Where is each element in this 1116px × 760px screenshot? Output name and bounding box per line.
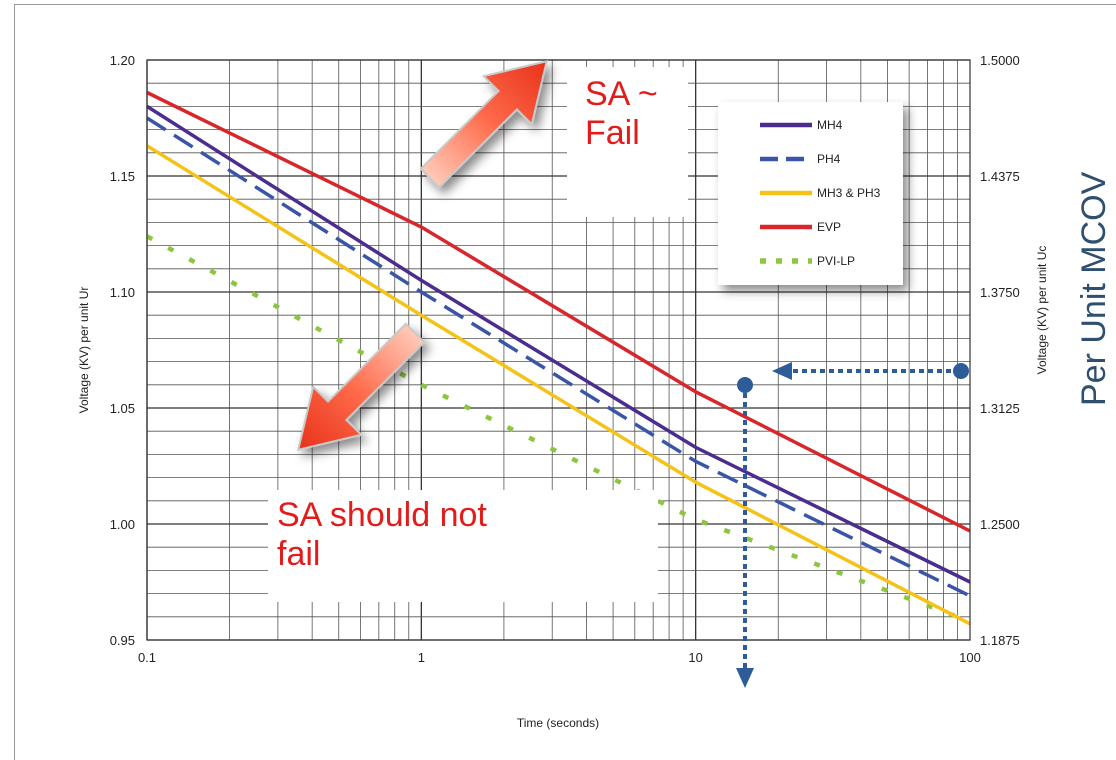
x-tick-label: 0.1 [138,650,156,665]
y2-axis-label: Voltage (KV) per unit Uc [1035,246,1049,375]
y-tick-label: 0.95 [110,633,135,648]
chart-frame [14,4,1116,760]
y2-tick-label: 1.4375 [980,169,1020,184]
reading-intersection-dot [737,377,753,393]
y2-tick-label: 1.2500 [980,517,1020,532]
legend-label: EVP [817,220,841,234]
y-tick-label: 1.10 [110,285,135,300]
side-label-text: Per Unit MCOV [1075,171,1113,406]
arrow-down-left [296,322,426,452]
reading-arrow-left-head [772,362,792,380]
y2-tick-label: 1.3125 [980,401,1020,416]
y2-tick-label: 1.5000 [980,53,1020,68]
series-line-ph4 [146,116,971,598]
series-line-mh4 [146,104,971,584]
series-line-mh3-ph3 [146,144,971,626]
y2-axis-ticks: 1.1875 1.2500 1.3125 1.3750 1.4375 1.5000 [980,53,1020,648]
legend-label: PVI-LP [817,254,855,268]
legend-label: PH4 [817,152,841,166]
legend-items: MH4 PH4 MH3 & PH3 EVP PVI-LP [760,118,881,268]
x-tick-label: 10 [688,650,702,665]
y-axis-ticks: 0.95 1.00 1.05 1.10 1.15 1.20 [110,53,135,648]
reading-arrow-down-head [736,668,754,688]
y-tick-label: 1.15 [110,169,135,184]
x-axis-label: Time (seconds) [517,716,599,730]
annotation-no-fail: SA should not fail [268,490,658,602]
reading-guide [736,362,969,688]
arrow-up-right [419,59,549,189]
annotation-no-fail-line1: SA should not [277,496,487,534]
y2-tick-label: 1.3750 [980,285,1020,300]
annotation-fail-line1: SA ~ [585,75,658,113]
legend-label: MH3 & PH3 [817,186,881,200]
legend: MH4 PH4 MH3 & PH3 EVP PVI-LP [718,102,903,285]
annotation-no-fail-line2: fail [277,535,321,573]
y-tick-label: 1.20 [110,53,135,68]
x-tick-label: 100 [959,650,981,665]
x-tick-label: 1 [418,650,425,665]
plot-border [146,59,971,641]
series-layer [145,90,971,626]
y-tick-label: 1.00 [110,517,135,532]
y-tick-label: 1.05 [110,401,135,416]
y-axis-label: Voltage (KV) per unit Ur [77,287,91,414]
legend-label: MH4 [817,118,843,132]
x-axis-ticks: 0.1 1 10 100 [138,650,981,665]
y2-tick-label: 1.1875 [980,633,1020,648]
annotation-fail-line2: Fail [585,114,640,152]
annotation-fail: SA ~ Fail [567,67,688,217]
series-line-evp [146,90,971,533]
reading-start-dot [953,363,969,379]
